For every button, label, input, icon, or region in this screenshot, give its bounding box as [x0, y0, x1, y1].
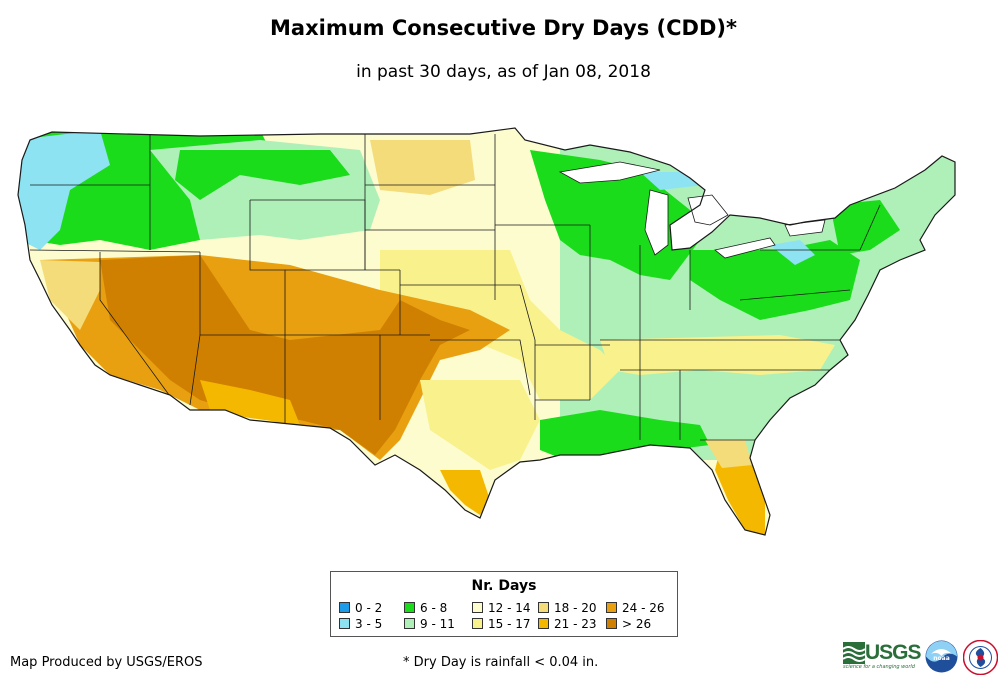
legend-label: 9 - 11 [420, 617, 455, 631]
legend-item-over-26: > 26 [606, 618, 651, 631]
legend-label: 6 - 8 [420, 601, 448, 615]
legend-item-15-17: 15 - 17 [472, 618, 531, 631]
legend-item-9-11: 9 - 11 [404, 618, 455, 631]
legend-label: 12 - 14 [488, 601, 531, 615]
map-title: Maximum Consecutive Dry Days (CDD)* [270, 16, 737, 40]
legend-label: 3 - 5 [355, 617, 383, 631]
legend-swatch [606, 618, 617, 629]
us-outline [17, 127, 956, 536]
region-mid-atlantic-3-5 [770, 240, 815, 265]
region-south-texas-21-23 [440, 470, 490, 515]
state-border [739, 289, 851, 301]
lake-superior [560, 162, 660, 183]
lake-superior-outline [558, 161, 661, 184]
legend-item-0-2: 0 - 2 [339, 602, 382, 615]
legend-item-12-14: 12 - 14 [472, 602, 531, 615]
legend-label: 24 - 26 [622, 601, 665, 615]
region-ohio-valley-6-8 [690, 240, 860, 320]
lake-erie-outline [714, 237, 776, 259]
region-california-18-20 [40, 260, 100, 330]
lake-michigan-outline [644, 189, 669, 256]
legend-label: 21 - 23 [554, 617, 597, 631]
lake-erie [715, 238, 775, 258]
legend-item-21-23: 21 - 23 [538, 618, 597, 631]
region-southeast-15-17 [600, 335, 835, 375]
state-border [519, 284, 536, 420]
legend-item-24-26: 24 - 26 [606, 602, 665, 615]
region-arizona-21-23 [200, 380, 300, 425]
noaa-logo-icon: noaa [925, 640, 958, 673]
legend-swatch [472, 618, 483, 629]
lake-huron-outline [687, 194, 729, 226]
legend-swatch [339, 618, 350, 629]
lake-michigan [645, 190, 668, 255]
state-border [29, 249, 201, 253]
us-landmass [18, 128, 955, 535]
usgs-wordmark: USGS [865, 641, 922, 664]
state-border [99, 252, 181, 411]
map-credit: Map Produced by USGS/EROS [10, 655, 203, 670]
legend-swatch [404, 602, 415, 613]
legend-item-3-5: 3 - 5 [339, 618, 382, 631]
legend-swatch [538, 618, 549, 629]
region-florida-21-23 [715, 450, 765, 535]
nws-logo-icon [963, 640, 998, 675]
lake-huron [688, 195, 728, 225]
legend-label: 18 - 20 [554, 601, 597, 615]
legend-swatch [404, 618, 415, 629]
state-border [859, 204, 881, 251]
legend-item-6-8: 6 - 8 [404, 602, 447, 615]
legend: Nr. Days 0 - 2 3 - 5 6 - 8 9 - 11 12 - 1… [330, 571, 678, 637]
usgs-tagline: science for a changing world [843, 664, 915, 670]
state-border [249, 200, 286, 425]
legend-label: 0 - 2 [355, 601, 383, 615]
legend-label: > 26 [622, 617, 652, 631]
dry-day-footnote: * Dry Day is rainfall < 0.04 in. [403, 655, 599, 670]
region-montana-6-8 [175, 150, 350, 200]
legend-item-18-20: 18 - 20 [538, 602, 597, 615]
noaa-wordmark: noaa [933, 655, 950, 662]
legend-swatch [538, 602, 549, 613]
legend-swatch [472, 602, 483, 613]
lake-ontario-outline [784, 219, 826, 237]
usgs-wave-icon [843, 642, 865, 664]
legend-title: Nr. Days [471, 578, 537, 594]
legend-swatch [339, 602, 350, 613]
region-north-florida-18-20 [705, 440, 752, 468]
state-border [430, 339, 531, 396]
legend-swatch [606, 602, 617, 613]
state-borders [29, 133, 881, 441]
region-northeast-6-8 [830, 200, 900, 255]
region-texas-15-17 [420, 380, 540, 470]
map-subtitle: in past 30 days, as of Jan 08, 2018 [356, 62, 651, 82]
region-northplains-18-20 [370, 140, 475, 195]
region-northwest-3-5 [18, 130, 110, 250]
great-lakes-outline [558, 161, 826, 259]
legend-label: 15 - 17 [488, 617, 531, 631]
usgs-logo: USGS science for a changing world [843, 641, 923, 670]
